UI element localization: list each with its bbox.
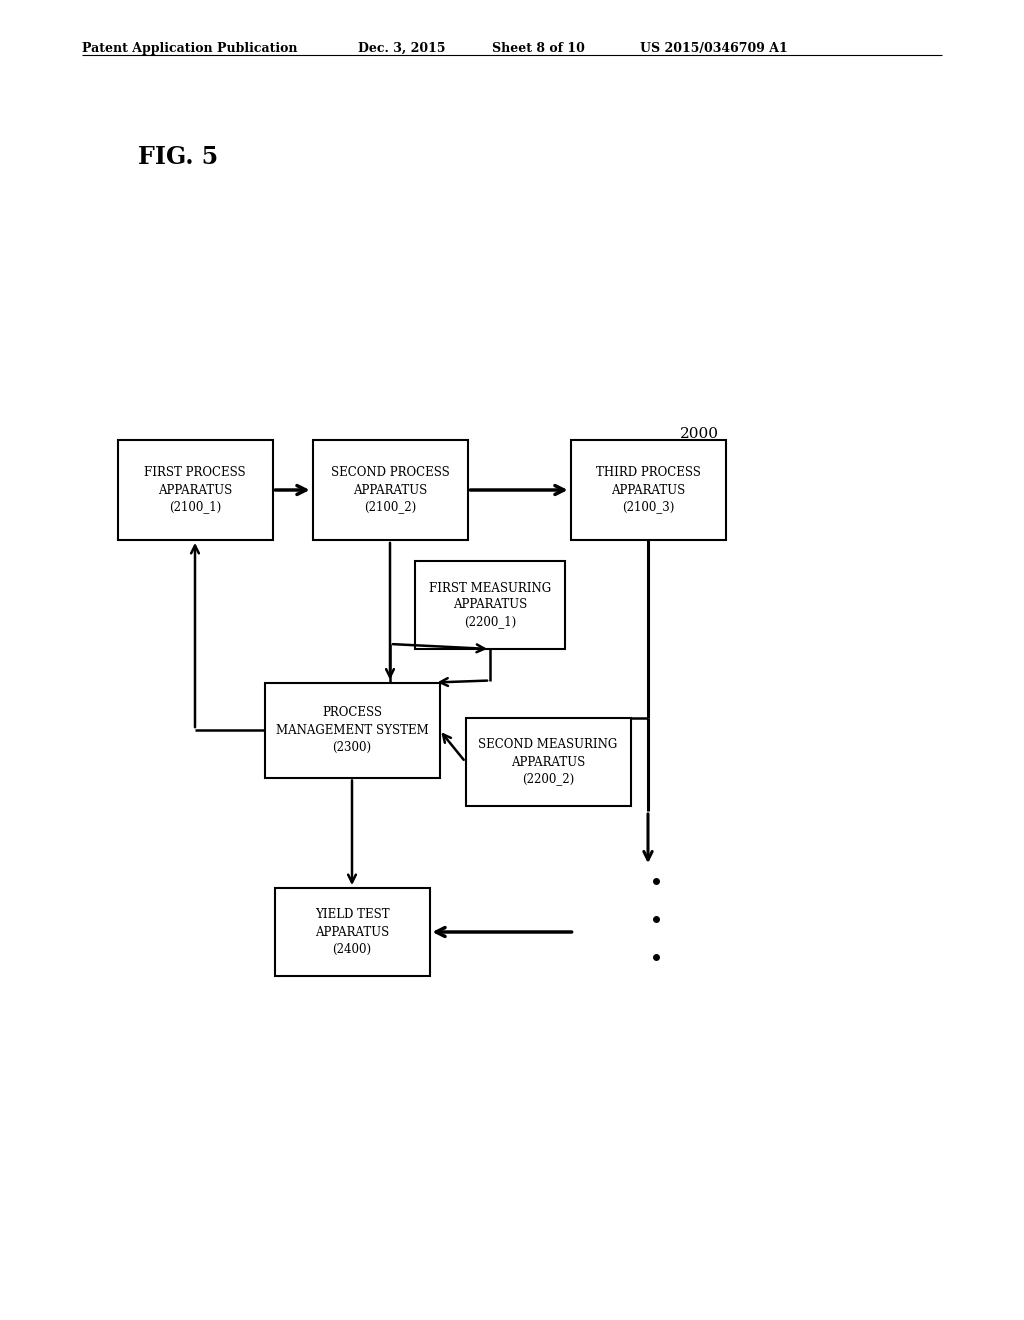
- Text: YIELD TEST
APPARATUS
(2400): YIELD TEST APPARATUS (2400): [314, 908, 389, 956]
- Text: SECOND MEASURING
APPARATUS
(2200_2): SECOND MEASURING APPARATUS (2200_2): [478, 738, 617, 785]
- Text: FIRST PROCESS
APPARATUS
(2100_1): FIRST PROCESS APPARATUS (2100_1): [144, 466, 246, 513]
- Text: US 2015/0346709 A1: US 2015/0346709 A1: [640, 42, 787, 55]
- Text: Patent Application Publication: Patent Application Publication: [82, 42, 298, 55]
- Bar: [312, 440, 468, 540]
- Bar: [118, 440, 272, 540]
- Text: FIRST MEASURING
APPARATUS
(2200_1): FIRST MEASURING APPARATUS (2200_1): [429, 582, 551, 628]
- Text: Sheet 8 of 10: Sheet 8 of 10: [492, 42, 585, 55]
- Text: Dec. 3, 2015: Dec. 3, 2015: [358, 42, 445, 55]
- Bar: [264, 682, 439, 777]
- Bar: [466, 718, 631, 807]
- Text: PROCESS
MANAGEMENT SYSTEM
(2300): PROCESS MANAGEMENT SYSTEM (2300): [275, 706, 428, 754]
- Bar: [570, 440, 725, 540]
- Bar: [274, 888, 429, 975]
- Bar: [415, 561, 565, 649]
- Text: 2000: 2000: [680, 426, 719, 441]
- Text: FIG. 5: FIG. 5: [138, 145, 218, 169]
- Text: THIRD PROCESS
APPARATUS
(2100_3): THIRD PROCESS APPARATUS (2100_3): [596, 466, 700, 513]
- Text: SECOND PROCESS
APPARATUS
(2100_2): SECOND PROCESS APPARATUS (2100_2): [331, 466, 450, 513]
